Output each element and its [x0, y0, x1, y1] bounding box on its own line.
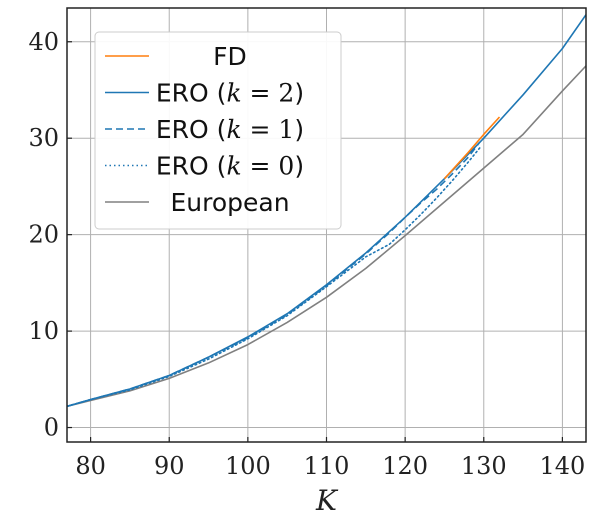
y-tick-label: 0 [44, 414, 59, 442]
legend-label: FD [213, 42, 247, 71]
series-line-ero-k-2 [67, 14, 586, 408]
x-axis-title: K [315, 484, 339, 517]
legend-box [94, 31, 342, 230]
y-tick-label: 30 [28, 124, 59, 152]
x-tick-label: 130 [461, 452, 507, 480]
x-tick-label: 80 [75, 452, 106, 480]
legend-label: ERO (k = 1) [156, 115, 304, 144]
y-tick-label: 40 [28, 28, 59, 56]
series-line-fd [443, 116, 501, 180]
y-tick-label: 10 [28, 317, 59, 345]
x-tick-label: 100 [225, 452, 271, 480]
x-tick-label: 120 [382, 452, 428, 480]
x-tick-label: 90 [154, 452, 185, 480]
legend-label: ERO (k = 2) [156, 79, 304, 108]
axis-ticks: 80 90 100 110 120 130 140 0 10 20 30 40 [28, 28, 585, 480]
legend-label: ERO (k = 0) [156, 152, 304, 181]
plot-series [67, 14, 586, 408]
x-tick-label: 140 [540, 452, 586, 480]
legend-label: European [170, 188, 289, 217]
legend: FD ERO (k = 2) ERO (k = 1) ERO (k = 0) Europ… [94, 31, 342, 230]
x-tick-label: 110 [304, 452, 350, 480]
series-line-european [67, 65, 586, 408]
series-line-ero-k-0 [67, 147, 481, 408]
y-tick-label: 20 [28, 221, 59, 249]
